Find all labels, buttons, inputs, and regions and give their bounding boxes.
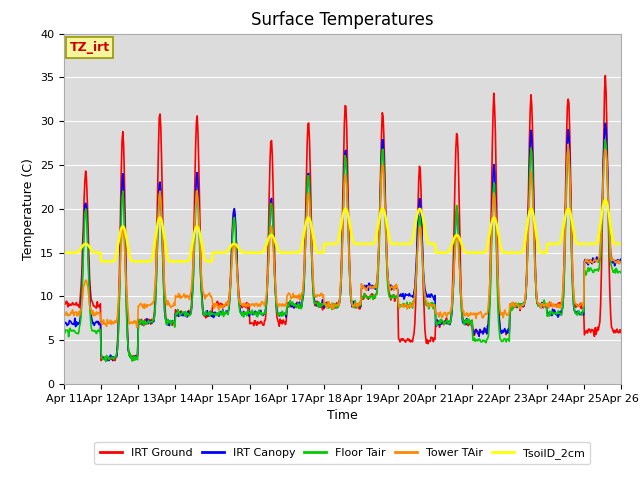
Title: Surface Temperatures: Surface Temperatures (251, 11, 434, 29)
Legend: IRT Ground, IRT Canopy, Floor Tair, Tower TAir, TsoilD_2cm: IRT Ground, IRT Canopy, Floor Tair, Towe… (95, 442, 590, 464)
Text: TZ_irt: TZ_irt (70, 41, 109, 54)
X-axis label: Time: Time (327, 409, 358, 422)
Y-axis label: Temperature (C): Temperature (C) (22, 158, 35, 260)
